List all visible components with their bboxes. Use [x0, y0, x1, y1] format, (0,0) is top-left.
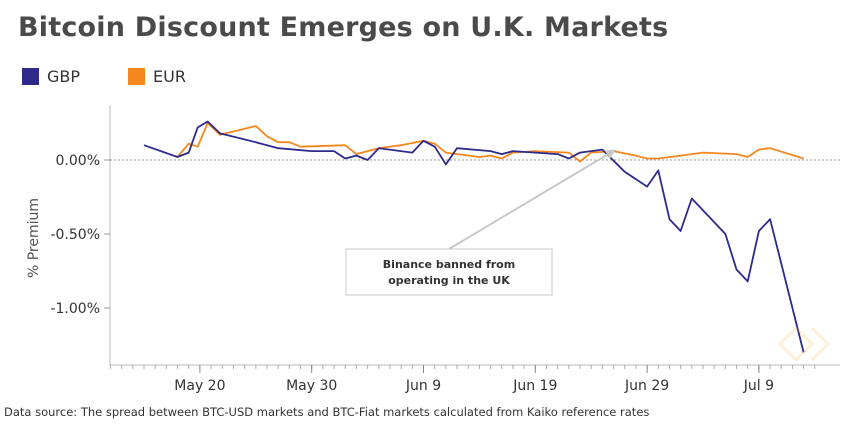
x-tick-label-0: May 20	[174, 378, 225, 394]
x-tick-label-2: Jun 9	[405, 378, 441, 394]
legend-item-gbp[interactable]: GBP	[22, 66, 80, 86]
annotation-callout: Binance banned from operating in the UK	[345, 149, 616, 296]
chart-title: Bitcoin Discount Emerges on U.K. Markets	[18, 12, 669, 43]
y-tick-label-1: -0.50%	[50, 227, 100, 243]
x-tick-label-4: Jun 29	[624, 378, 669, 394]
watermark-logo	[777, 325, 831, 363]
y-tick-label-0: 0.00%	[56, 153, 100, 169]
x-tick-label-3: Jun 19	[512, 378, 557, 394]
annotation-line-1: Binance banned from	[383, 258, 515, 271]
legend-label-gbp: GBP	[47, 66, 81, 86]
series-line-gbp	[143, 120, 805, 353]
annotation-line-2: operating in the UK	[388, 274, 510, 287]
annotation-box	[345, 248, 553, 296]
x-tick-label-5: Jul 9	[743, 378, 774, 394]
annotation-arrowhead	[604, 149, 616, 160]
legend-label-eur: EUR	[153, 66, 186, 86]
x-tick-label-1: May 30	[286, 378, 337, 394]
y-axis-label: % Premium	[26, 198, 42, 278]
legend-swatch-gbp	[22, 67, 39, 85]
legend-item-eur[interactable]: EUR	[128, 66, 186, 86]
data-source-note: Data source: The spread between BTC-USD …	[4, 405, 650, 419]
annotation-arrow	[448, 153, 608, 250]
plot-area: 0.00% -0.50% -1.00% May 20 May 30 Jun 9 Jun 19…	[50, 105, 840, 394]
series-line-eur	[176, 122, 804, 163]
y-tick-label-2: -1.00%	[50, 301, 100, 317]
legend-swatch-eur	[128, 67, 145, 85]
